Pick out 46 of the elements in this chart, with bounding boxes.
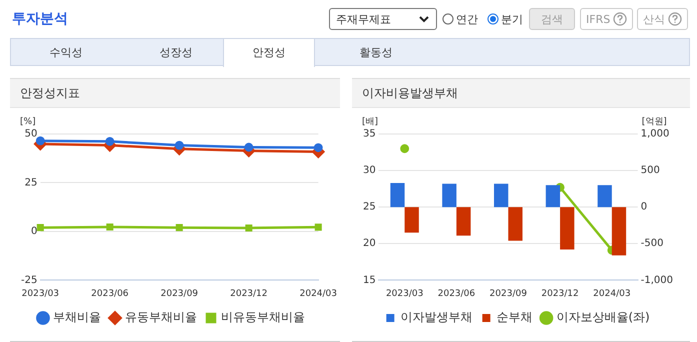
y-tick-label: 25 <box>24 177 38 188</box>
x-tick-label: 2023/06 <box>91 288 129 299</box>
text: 활동성 <box>358 45 394 61</box>
y2-axis-title: [억원] <box>642 116 667 127</box>
y2-tick-label: 1,000 <box>640 128 670 140</box>
legend-label: 유동부채비율 <box>125 310 197 324</box>
x-tick-label: 2023/03 <box>22 288 60 299</box>
y-tick-label: 50 <box>24 128 38 140</box>
y-tick-label: 35 <box>362 128 376 140</box>
y-tick-label: 15 <box>362 274 376 286</box>
y2-tick-label: 500 <box>640 165 660 176</box>
chart-title: 이자비용발생부채 <box>352 79 690 108</box>
text: IFRS <box>586 12 610 26</box>
y2-tick-label: -1,000 <box>640 274 674 286</box>
text: 연간 <box>456 12 478 26</box>
y-tick-label: -25 <box>20 274 38 286</box>
y-tick-label: 30 <box>362 165 376 176</box>
x-tick-label: 2023/09 <box>160 288 198 299</box>
x-tick-label: 2024/03 <box>593 288 631 299</box>
text: 산식 <box>643 12 665 26</box>
text: 수익성 <box>48 45 84 61</box>
y-axis-title: [%] <box>20 116 36 127</box>
text: 분기 <box>501 12 523 26</box>
y-tick-label: 0 <box>30 226 38 238</box>
text: 안정성 <box>223 38 315 67</box>
x-tick-label: 2023/06 <box>438 288 476 299</box>
legend-label: 비유동부채비율 <box>221 310 305 324</box>
chart-title: 안정성지표 <box>10 79 340 108</box>
text: 성장성 <box>158 45 194 61</box>
text: 투자분석 <box>12 10 68 28</box>
x-tick-label: 2023/12 <box>230 288 268 299</box>
y-axis-title: [배] <box>362 116 378 127</box>
x-tick-label: 2023/03 <box>386 288 424 299</box>
legend-label: 이자보상배율(좌) <box>556 310 650 324</box>
legend-label: 부채비율 <box>53 310 101 324</box>
x-tick-label: 2024/03 <box>300 288 337 299</box>
legend-label: 이자발생부채 <box>400 310 472 324</box>
y-tick-label: 20 <box>362 238 376 250</box>
y2-tick-label: -500 <box>640 238 664 250</box>
y2-tick-label: 0 <box>640 202 648 213</box>
x-tick-label: 2023/12 <box>541 288 579 299</box>
y-tick-label: 25 <box>362 202 376 213</box>
x-tick-label: 2023/09 <box>490 288 528 299</box>
legend-label: 순부채 <box>496 310 532 324</box>
text: 검색 <box>541 12 563 26</box>
text: 주재무제표 <box>336 12 391 26</box>
